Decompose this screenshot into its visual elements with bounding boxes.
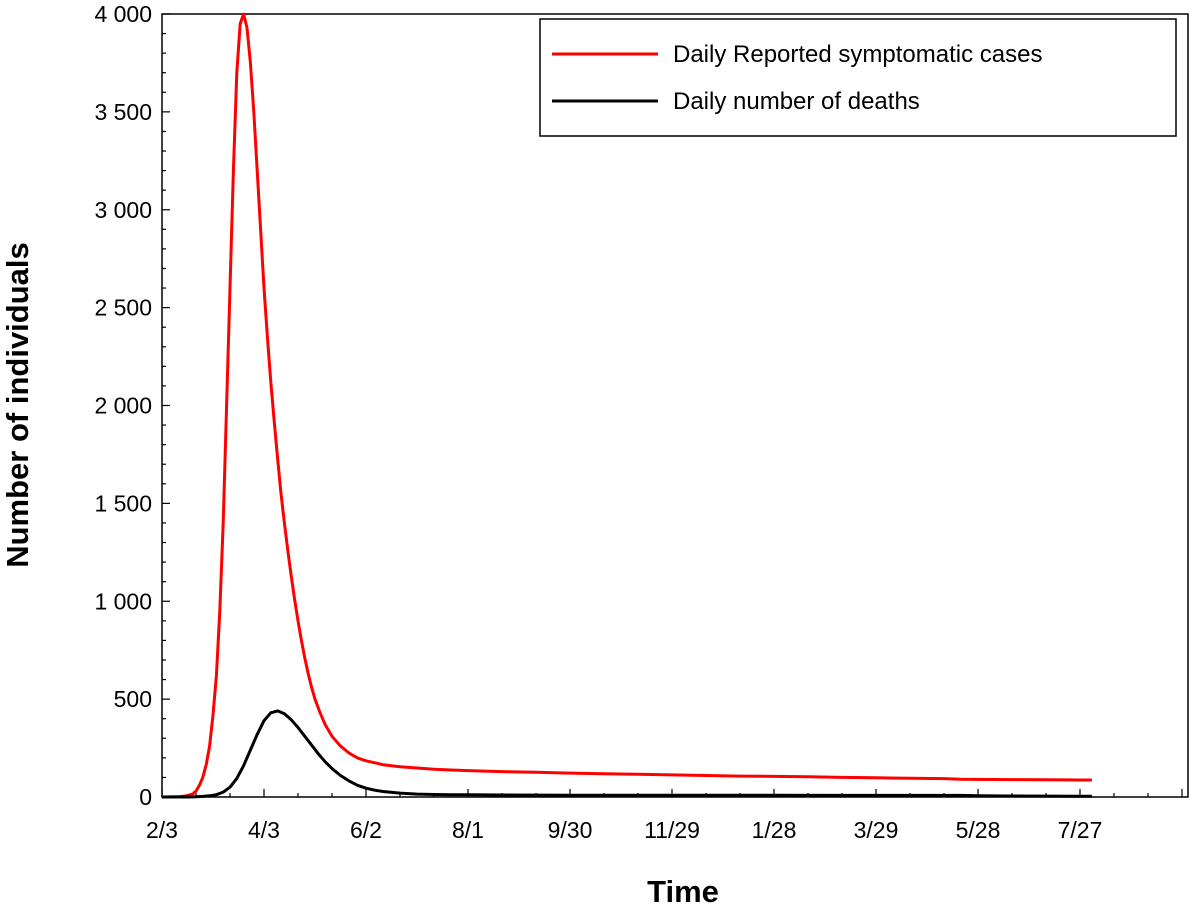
y-tick-label: 2 000 bbox=[94, 393, 152, 419]
y-axis-title: Number of individuals bbox=[0, 242, 35, 568]
legend-label-deaths: Daily number of deaths bbox=[673, 88, 920, 115]
x-axis-title: Time bbox=[647, 874, 719, 909]
series-line-cases bbox=[161, 12, 1092, 799]
x-tick-label: 11/29 bbox=[644, 817, 700, 843]
x-tick-label: 2/3 bbox=[146, 817, 178, 843]
series-line-deaths bbox=[162, 709, 1092, 799]
x-tick-label: 5/28 bbox=[956, 817, 1001, 843]
y-tick-label: 3 500 bbox=[94, 99, 152, 125]
x-tick-label: 6/2 bbox=[350, 817, 382, 843]
y-axis-ticks: 0 500 1 000 1 500 2 000 2 500 3 000 3 500 4 000 bbox=[94, 1, 170, 810]
legend-box bbox=[539, 18, 1177, 137]
legend-label-cases: Daily Reported symptomatic cases bbox=[673, 41, 1042, 68]
legend: Daily Reported symptomatic cases Daily n… bbox=[539, 18, 1177, 137]
x-tick-label: 8/1 bbox=[452, 817, 484, 843]
x-tick-label: 3/29 bbox=[854, 817, 899, 843]
y-tick-label: 1 500 bbox=[94, 490, 152, 516]
series-layer bbox=[161, 12, 1092, 799]
y-tick-label: 4 000 bbox=[94, 1, 152, 27]
y-tick-label: 0 bbox=[139, 784, 152, 810]
y-tick-label: 2 500 bbox=[94, 295, 152, 321]
x-tick-label: 9/30 bbox=[548, 817, 593, 843]
x-tick-label: 4/3 bbox=[248, 817, 280, 843]
x-axis-ticks: 2/3 4/3 6/2 8/1 9/30 11/29 1/28 3/29 5/28 7/27 bbox=[146, 789, 1183, 843]
y-tick-label: 500 bbox=[114, 686, 152, 712]
y-tick-label: 3 000 bbox=[94, 197, 152, 223]
y-tick-label: 1 000 bbox=[94, 588, 152, 614]
x-tick-label: 1/28 bbox=[752, 817, 797, 843]
x-tick-label: 7/27 bbox=[1058, 817, 1103, 843]
